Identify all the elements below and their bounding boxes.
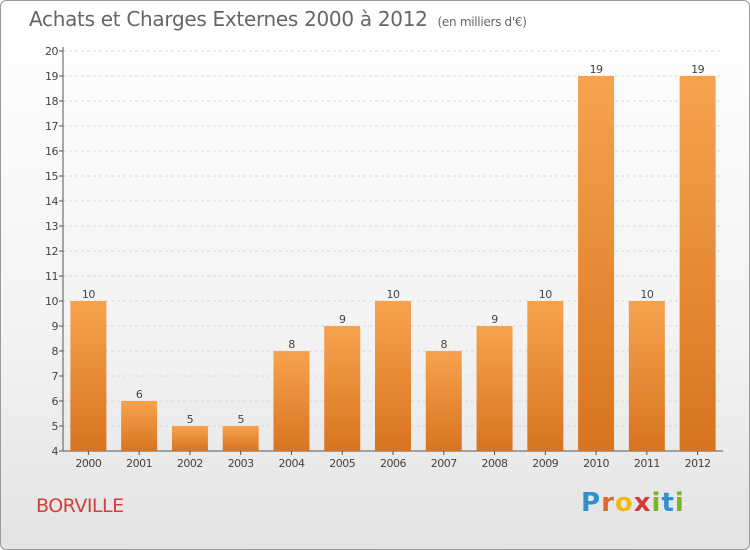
x-tick-label: 2010 (583, 457, 609, 470)
chart-subtitle: (en milliers d'€) (437, 15, 527, 29)
logo-letter: r (601, 488, 615, 518)
y-tick-label: 10 (45, 295, 58, 308)
bar-value-label: 6 (136, 388, 143, 401)
bar (628, 301, 665, 451)
bar (425, 351, 462, 451)
bar-value-label: 10 (640, 288, 653, 301)
y-tick-label: 19 (45, 70, 58, 83)
x-tick-label: 2006 (380, 457, 406, 470)
x-tick-label: 2012 (685, 457, 711, 470)
proxiti-logo: Proxiti (581, 488, 685, 518)
y-tick-label: 16 (45, 145, 58, 158)
x-tick-label: 2003 (228, 457, 254, 470)
y-tick-label: 11 (45, 270, 58, 283)
x-tick-label: 2000 (75, 457, 101, 470)
bar (121, 401, 158, 451)
commune-name: BORVILLE (36, 495, 124, 517)
x-tick-label: 2007 (431, 457, 457, 470)
bar-value-label: 19 (590, 63, 603, 76)
bar (324, 326, 361, 451)
logo-letter: x (633, 488, 652, 518)
bar (273, 351, 310, 451)
bar (679, 76, 716, 451)
y-tick-label: 9 (52, 320, 59, 333)
y-tick-label: 13 (45, 220, 58, 233)
x-tick-label: 2005 (329, 457, 355, 470)
chart-title-text: Achats et Charges Externes 2000 à 2012 (29, 7, 428, 31)
x-tick-label: 2008 (482, 457, 508, 470)
bar-value-label: 9 (491, 313, 498, 326)
bar (70, 301, 107, 451)
bar (578, 76, 615, 451)
y-tick-label: 5 (52, 420, 59, 433)
y-tick-label: 17 (45, 120, 58, 133)
bar (222, 426, 259, 451)
logo-letter: P (581, 488, 602, 518)
bar-value-label: 8 (288, 338, 295, 351)
x-tick-label: 2001 (126, 457, 152, 470)
bar (171, 426, 208, 451)
bar (476, 326, 513, 451)
bar-value-label: 5 (187, 413, 194, 426)
bar-value-label: 9 (339, 313, 346, 326)
y-tick-label: 14 (45, 195, 58, 208)
bar-value-label: 8 (441, 338, 448, 351)
y-tick-label: 7 (52, 370, 59, 383)
x-tick-label: 2002 (177, 457, 203, 470)
bar-value-label: 10 (82, 288, 95, 301)
bar-value-label: 10 (539, 288, 552, 301)
x-tick-label: 2011 (634, 457, 660, 470)
y-tick-label: 8 (52, 345, 59, 358)
bar (375, 301, 411, 451)
logo-letter: i (674, 488, 685, 518)
y-tick-label: 20 (45, 45, 58, 58)
bar-value-label: 5 (237, 413, 244, 426)
y-tick-label: 18 (45, 95, 58, 108)
chart-title: Achats et Charges Externes 2000 à 2012 (e… (29, 7, 527, 31)
y-tick-label: 4 (52, 445, 59, 458)
bar-value-label: 19 (691, 63, 704, 76)
x-tick-label: 2009 (532, 457, 558, 470)
bar-value-label: 10 (387, 288, 400, 301)
logo-letter: t (661, 488, 675, 518)
bar (527, 301, 564, 451)
x-tick-label: 2004 (278, 457, 304, 470)
logo-letter: o (614, 488, 634, 518)
y-tick-label: 15 (45, 170, 58, 183)
logo-letter: i (651, 488, 662, 518)
y-tick-label: 12 (45, 245, 58, 258)
y-tick-label: 6 (52, 395, 59, 408)
